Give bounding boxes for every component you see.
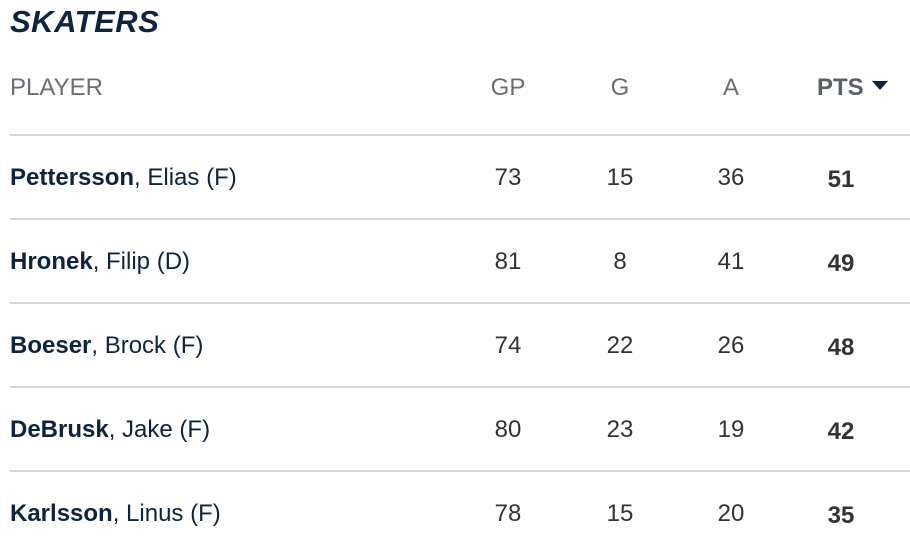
- column-header-pts[interactable]: PTS: [817, 74, 888, 102]
- column-header-a[interactable]: A: [722, 74, 740, 101]
- cell-pts: 49: [827, 250, 855, 277]
- cell-a: 20: [717, 500, 745, 527]
- player-last-name[interactable]: Pettersson: [10, 164, 135, 191]
- player-name[interactable]: DeBrusk, Jake (F): [10, 416, 210, 444]
- table-header: PLAYER GP G A PTS: [0, 74, 910, 110]
- cell-g: 23: [606, 416, 634, 443]
- table-row: DeBrusk, Jake (F) 80 23 19 42: [0, 389, 910, 473]
- pts-label: PTS: [817, 74, 864, 101]
- cell-a: 41: [717, 248, 745, 275]
- table-row: Boeser, Brock (F) 74 22 26 48: [0, 305, 910, 389]
- cell-pts: 48: [827, 334, 855, 361]
- player-first-name-position: , Elias (F): [134, 164, 237, 191]
- player-last-name[interactable]: Karlsson: [10, 500, 113, 527]
- column-header-gp[interactable]: GP: [490, 74, 526, 101]
- column-header-g[interactable]: G: [610, 74, 630, 101]
- cell-g: 8: [613, 248, 627, 275]
- player-name[interactable]: Boeser, Brock (F): [10, 332, 203, 360]
- section-title: SKATERS: [10, 4, 160, 39]
- player-last-name[interactable]: Hronek: [10, 248, 93, 275]
- player-first-name-position: , Brock (F): [91, 332, 204, 359]
- caret-down-icon: [871, 81, 888, 91]
- player-first-name-position: , Filip (D): [92, 248, 191, 275]
- player-name[interactable]: Hronek, Filip (D): [10, 248, 190, 276]
- cell-pts: 42: [827, 418, 855, 445]
- player-first-name-position: , Jake (F): [108, 416, 211, 443]
- cell-gp: 78: [494, 500, 522, 527]
- cell-pts: 35: [827, 502, 855, 529]
- cell-g: 15: [606, 164, 634, 191]
- cell-pts: 51: [827, 166, 855, 193]
- cell-a: 36: [717, 164, 745, 191]
- cell-g: 15: [606, 500, 634, 527]
- player-last-name[interactable]: Boeser: [10, 332, 92, 359]
- table-row: Karlsson, Linus (F) 78 15 20 35: [0, 473, 910, 557]
- divider: [10, 386, 910, 388]
- cell-a: 26: [717, 332, 745, 359]
- divider: [10, 302, 910, 304]
- cell-g: 22: [606, 332, 634, 359]
- player-last-name[interactable]: DeBrusk: [10, 416, 109, 443]
- table-row: Hronek, Filip (D) 81 8 41 49: [0, 221, 910, 305]
- cell-gp: 74: [494, 332, 522, 359]
- cell-gp: 73: [494, 164, 522, 191]
- cell-gp: 80: [494, 416, 522, 443]
- column-header-player[interactable]: PLAYER: [10, 74, 103, 101]
- cell-gp: 81: [494, 248, 522, 275]
- divider: [10, 134, 910, 136]
- table-row: Pettersson, Elias (F) 73 15 36 51: [0, 137, 910, 221]
- divider: [10, 470, 910, 472]
- divider: [10, 218, 910, 220]
- cell-a: 19: [717, 416, 745, 443]
- player-name[interactable]: Karlsson, Linus (F): [10, 500, 221, 528]
- player-first-name-position: , Linus (F): [112, 500, 221, 527]
- player-name[interactable]: Pettersson, Elias (F): [10, 164, 237, 192]
